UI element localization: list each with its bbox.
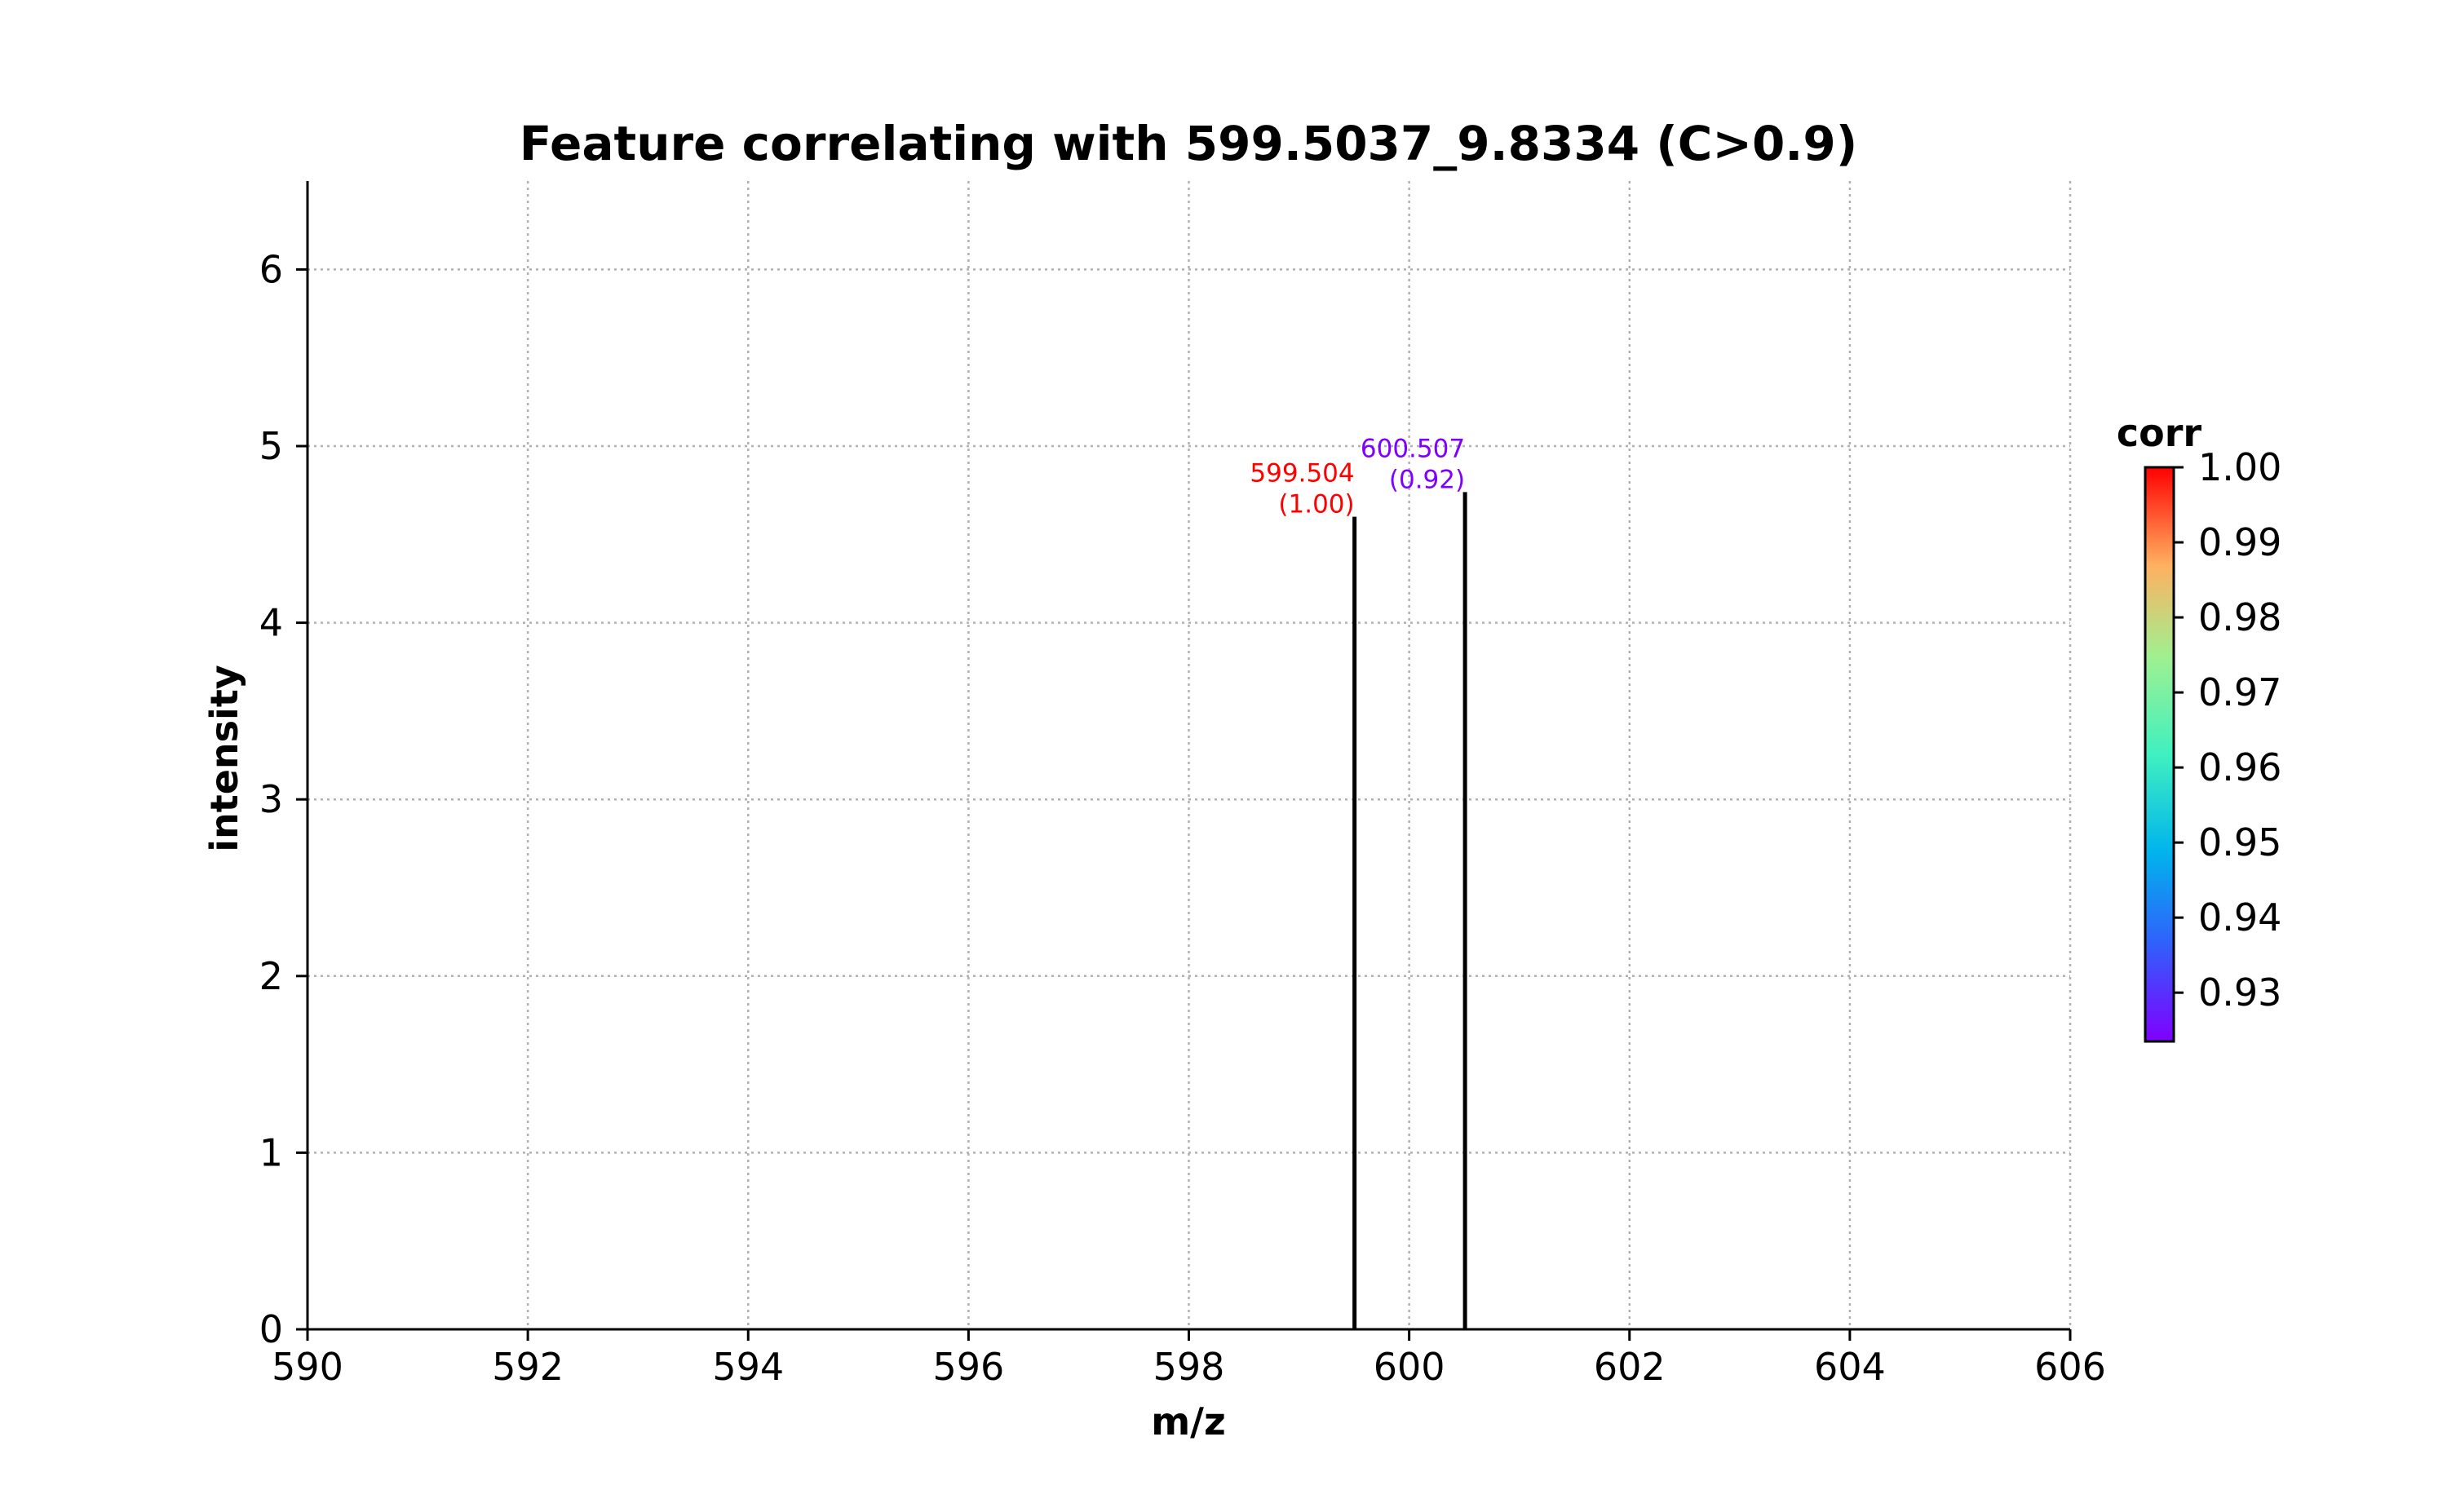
- x-tick-label: 600: [1374, 1345, 1445, 1389]
- colorbar-tick-label: 0.95: [2198, 820, 2281, 864]
- peak-corr-label: (1.00): [1278, 490, 1354, 519]
- colorbar-ticks: 0.93 0.94 0.95 0.96 0.97 0.98 0.99 1.00: [2174, 445, 2281, 1015]
- colorbar-title: corr: [2117, 411, 2202, 455]
- y-tick-label: 4: [259, 601, 283, 645]
- y-tick-label: 5: [259, 424, 283, 468]
- peak-mz-label: 600.507: [1361, 434, 1465, 463]
- y-tick-label: 0: [259, 1307, 283, 1351]
- x-tick-label: 604: [1814, 1345, 1886, 1389]
- colorbar-tick-label: 0.97: [2198, 670, 2281, 714]
- colorbar-tick-label: 0.98: [2198, 595, 2281, 639]
- axis-ticks: 590 592 594 596 598 600 602 604 606 0 1 2 3 4 5 6: [259, 247, 2106, 1389]
- peak-corr-label: (0.92): [1389, 465, 1465, 494]
- chart-title: Feature correlating with 599.5037_9.8334…: [520, 116, 1857, 171]
- x-tick-label: 596: [932, 1345, 1004, 1389]
- x-axis-label: m/z: [1151, 1399, 1226, 1443]
- x-tick-label: 594: [712, 1345, 784, 1389]
- y-axis-label: intensity: [202, 665, 246, 852]
- x-tick-label: 602: [1594, 1345, 1666, 1389]
- colorbar-tick-label: 1.00: [2198, 445, 2281, 489]
- x-tick-label: 590: [272, 1345, 343, 1389]
- peak-mz-label: 599.504: [1250, 459, 1354, 489]
- y-tick-label: 2: [259, 954, 283, 998]
- colorbar-tick-label: 0.93: [2198, 970, 2281, 1015]
- x-tick-label: 592: [492, 1345, 564, 1389]
- x-tick-label: 598: [1153, 1345, 1225, 1389]
- y-tick-label: 3: [259, 777, 283, 821]
- y-tick-label: 6: [259, 247, 283, 291]
- y-tick-label: 1: [259, 1130, 283, 1174]
- grid-lines: [306, 181, 2072, 1331]
- x-tick-label: 606: [2034, 1345, 2106, 1389]
- colorbar-tick-label: 0.96: [2198, 745, 2281, 789]
- peaks: 599.504(1.00)600.507(0.92): [1250, 434, 1467, 1329]
- colorbar-tick-label: 0.94: [2198, 895, 2281, 939]
- colorbar-tick-label: 0.99: [2198, 520, 2281, 564]
- colorbar: [2144, 466, 2175, 1043]
